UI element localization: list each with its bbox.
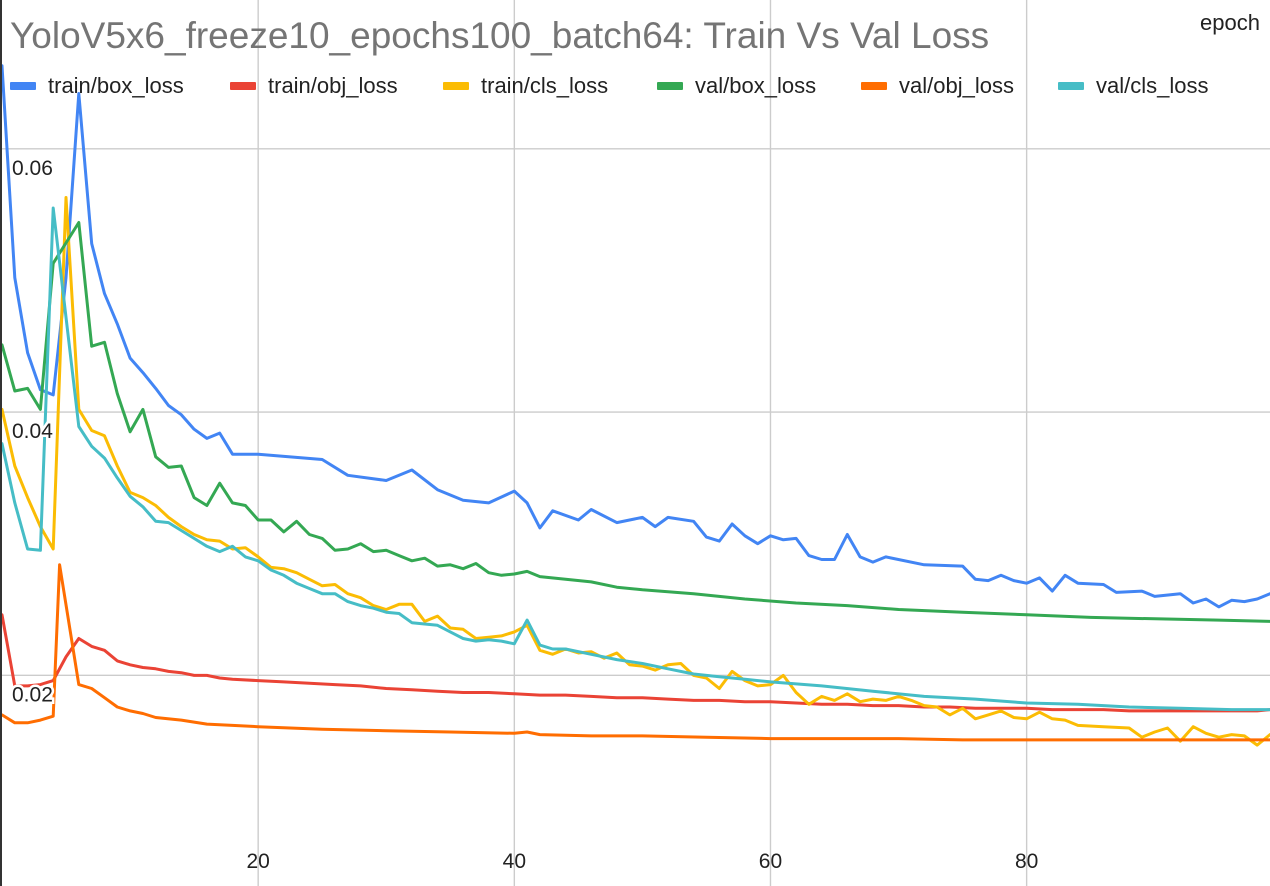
legend-label-val-cls-loss: val/cls_loss bbox=[1096, 73, 1208, 98]
y-tick-labels: 0.02 0.04 0.06 bbox=[10, 154, 56, 709]
y-tick-label: 0.04 bbox=[12, 420, 53, 443]
legend-swatch-val-cls-loss bbox=[1058, 82, 1084, 90]
legend-swatch-train-box-loss bbox=[10, 82, 36, 90]
legend-swatch-train-cls-loss bbox=[443, 82, 469, 90]
x-tick-labels: 20 40 60 80 bbox=[246, 850, 1038, 873]
legend-label-val-obj-loss: val/obj_loss bbox=[899, 73, 1014, 98]
series-line-train-obj-loss bbox=[0, 613, 1270, 713]
series-line-val-obj-loss bbox=[0, 563, 1270, 742]
series-line-train-box-loss bbox=[0, 64, 1270, 609]
chart-title: YoloV5x6_freeze10_epochs100_batch64: Tra… bbox=[10, 15, 989, 56]
legend-label-train-box-loss: train/box_loss bbox=[48, 73, 184, 98]
y-tick-label: 0.02 bbox=[12, 683, 53, 706]
legend-swatch-train-obj-loss bbox=[230, 82, 256, 90]
x-tick-label: 20 bbox=[246, 850, 269, 873]
x-tick-label: 60 bbox=[759, 850, 782, 873]
legend-swatch-val-box-loss bbox=[657, 82, 683, 90]
series-line-train-cls-loss bbox=[0, 196, 1270, 747]
legend-label-train-cls-loss: train/cls_loss bbox=[481, 73, 608, 98]
legend-swatch-val-obj-loss bbox=[861, 82, 887, 90]
legend-label-train-obj-loss: train/obj_loss bbox=[268, 73, 398, 98]
series-line-val-box-loss bbox=[0, 221, 1270, 623]
x-axis-label: epoch bbox=[1200, 10, 1260, 35]
x-tick-label: 80 bbox=[1015, 850, 1038, 873]
legend-label-val-box-loss: val/box_loss bbox=[695, 73, 816, 98]
legend: train/box_loss train/obj_loss train/cls_lo… bbox=[10, 73, 1208, 98]
y-tick-label: 0.06 bbox=[12, 157, 53, 180]
series-lines bbox=[0, 64, 1270, 747]
x-tick-label: 40 bbox=[503, 850, 526, 873]
series-line-val-cls-loss bbox=[0, 206, 1270, 712]
